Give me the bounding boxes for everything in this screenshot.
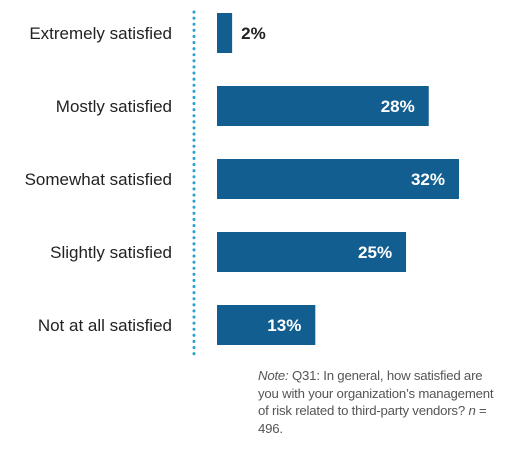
survey-note: Note: Q31: In general, how satisfied are… xyxy=(258,367,506,437)
bar-1 xyxy=(217,13,233,53)
value-label-4: 25% xyxy=(358,243,392,262)
category-label-4: Slightly satisfied xyxy=(50,243,172,262)
bar-3 xyxy=(217,159,459,199)
value-label-5: 13% xyxy=(267,316,301,335)
note-text: Q31: In general, how satisfied are you w… xyxy=(258,368,494,418)
bar-4 xyxy=(217,232,407,272)
value-label-3: 32% xyxy=(411,170,445,189)
bar-5 xyxy=(217,305,316,345)
note-label: Note: xyxy=(258,368,289,383)
category-label-5: Not at all satisfied xyxy=(38,316,172,335)
category-label-3: Somewhat satisfied xyxy=(25,170,172,189)
note-n-label: n xyxy=(468,403,476,418)
note-n-value: = 496. xyxy=(258,403,487,436)
value-label-1: 2% xyxy=(241,24,266,43)
bar-chart: Extremely satisfied 2% Mostly satisfied 28%… xyxy=(25,10,459,360)
value-label-2: 28% xyxy=(381,97,415,116)
bar-2 xyxy=(217,86,429,126)
category-label-2: Mostly satisfied xyxy=(56,97,172,116)
category-label-1: Extremely satisfied xyxy=(29,24,172,43)
